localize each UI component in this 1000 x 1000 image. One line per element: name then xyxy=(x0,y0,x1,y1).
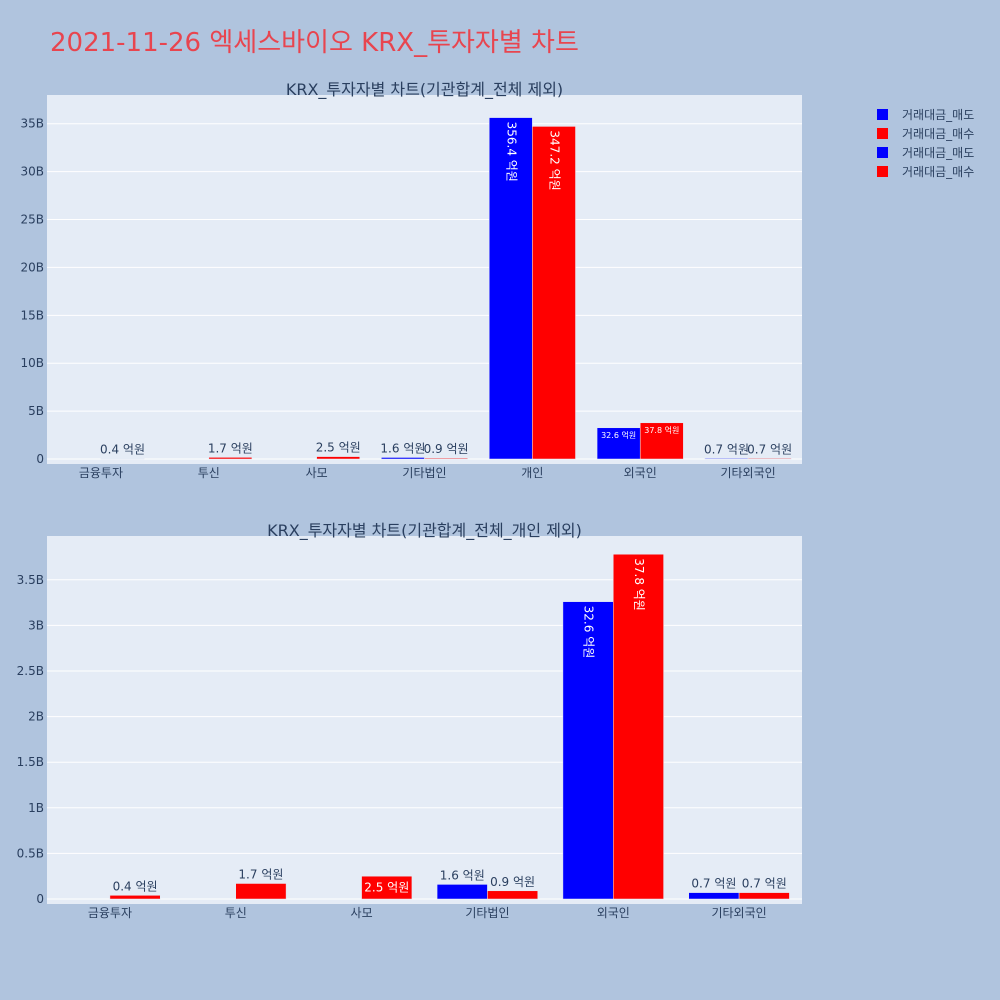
legend-label[interactable]: 거래대금_매수 xyxy=(902,127,974,141)
bar[interactable] xyxy=(316,456,361,460)
subplot-top: 0 5B 10B 15B 20B 25B 30B 35B KRX_투자자별 차트(기관합계_전체… xyxy=(20,80,802,480)
bar-value-label: 37.8 억원 xyxy=(632,558,646,611)
x-tick-label: 기타외국인 xyxy=(711,906,766,920)
x-tick-label: 외국인 xyxy=(597,906,630,920)
bar[interactable] xyxy=(562,601,614,900)
bar[interactable] xyxy=(487,890,538,900)
y-tick-label: 15B xyxy=(20,308,44,322)
page-title: 2021-11-26 엑세스바이오 KRX_투자자별 차트 xyxy=(50,28,579,58)
bar[interactable] xyxy=(639,422,684,460)
subplot-bottom: 0 0.5B 1B 1.5B 2B 2.5B 3B 3.5B KRX_투자자별 차트(기관합계_… xyxy=(17,521,802,920)
legend-swatch[interactable] xyxy=(877,109,888,120)
bar-value-label: 1.6 억원 xyxy=(380,441,425,455)
bar[interactable] xyxy=(208,457,253,460)
bar-value-label: 0.4 억원 xyxy=(100,443,145,457)
y-tick-label: 0 xyxy=(36,452,44,466)
bar[interactable] xyxy=(436,884,488,900)
x-tick-label: 외국인 xyxy=(624,466,657,480)
x-tick-label: 개인 xyxy=(521,466,543,480)
y-tick-label: 3B xyxy=(28,618,44,632)
y-tick-label: 1B xyxy=(28,801,44,815)
subplot-title: KRX_투자자별 차트(기관합계_전체_개인 제외) xyxy=(267,521,582,541)
bar-value-label: 32.6 억원 xyxy=(582,606,596,659)
bar-value-label: 0.4 억원 xyxy=(113,879,158,893)
legend-label[interactable]: 거래대금_매도 xyxy=(902,146,974,160)
x-tick-label: 투신 xyxy=(198,466,220,480)
y-tick-label: 3.5B xyxy=(17,573,44,587)
bar[interactable] xyxy=(704,458,749,460)
bar-value-label: 1.7 억원 xyxy=(208,441,253,455)
bar-value-label: 1.7 억원 xyxy=(238,867,283,881)
bar-value-label: 2.5 억원 xyxy=(316,441,361,455)
bar-value-label: 1.6 억원 xyxy=(440,868,485,882)
y-tick-label: 2B xyxy=(28,710,44,724)
bar-value-label: 32.6 억원 xyxy=(601,430,636,440)
bar[interactable] xyxy=(488,117,533,460)
bar[interactable] xyxy=(688,892,740,900)
bar[interactable] xyxy=(235,883,287,900)
bar[interactable] xyxy=(381,457,425,460)
bar[interactable] xyxy=(361,875,413,900)
bar-value-label: 37.8 억원 xyxy=(644,425,679,435)
y-tick-label: 10B xyxy=(20,356,44,370)
bar[interactable] xyxy=(738,892,790,900)
bar-value-label: 0.7 억원 xyxy=(704,442,749,456)
x-tick-label: 기타법인 xyxy=(402,466,446,480)
legend-swatch[interactable] xyxy=(877,147,888,158)
x-tick-label: 금융투자 xyxy=(88,906,132,920)
bar-value-label: 0.9 억원 xyxy=(424,442,469,456)
bar-value-label: 0.9 억원 xyxy=(490,875,535,889)
x-tick-label: 기타법인 xyxy=(465,906,509,920)
bar-value-label: 0.7 억원 xyxy=(747,442,792,456)
bar[interactable] xyxy=(613,553,664,900)
legend-label[interactable]: 거래대금_매수 xyxy=(902,165,974,179)
y-tick-label: 25B xyxy=(20,213,44,227)
y-tick-label: 0.5B xyxy=(17,846,44,860)
x-tick-label: 사모 xyxy=(306,466,328,480)
bar[interactable] xyxy=(424,457,468,460)
legend-swatch[interactable] xyxy=(877,128,888,139)
bar[interactable] xyxy=(747,458,792,460)
bar-value-label: 2.5 억원 xyxy=(364,881,409,895)
bar-value-label: 0.7 억원 xyxy=(691,877,736,891)
y-tick-label: 1.5B xyxy=(17,755,44,769)
y-tick-label: 30B xyxy=(20,165,44,179)
x-tick-label: 기타외국인 xyxy=(720,466,775,480)
x-tick-label: 사모 xyxy=(351,906,373,920)
x-tick-label: 금융투자 xyxy=(79,466,123,480)
bar-value-label: 347.2 억원 xyxy=(547,130,561,190)
y-tick-label: 2.5B xyxy=(17,664,44,678)
plot-background xyxy=(47,536,802,904)
y-tick-label: 35B xyxy=(20,117,44,131)
legend-swatch[interactable] xyxy=(877,166,888,177)
bar-value-label: 0.7 억원 xyxy=(742,877,787,891)
bar[interactable] xyxy=(109,895,161,900)
subplot-title: KRX_투자자별 차트(기관합계_전체 제외) xyxy=(286,80,563,100)
plot-background xyxy=(47,95,802,464)
y-tick-label: 0 xyxy=(36,892,44,906)
y-tick-label: 20B xyxy=(20,260,44,274)
y-tick-label: 5B xyxy=(28,404,44,418)
bar[interactable] xyxy=(532,126,576,460)
legend-label[interactable]: 거래대금_매도 xyxy=(902,108,974,122)
bar-value-label: 356.4 억원 xyxy=(504,122,518,182)
x-tick-label: 투신 xyxy=(225,906,247,920)
